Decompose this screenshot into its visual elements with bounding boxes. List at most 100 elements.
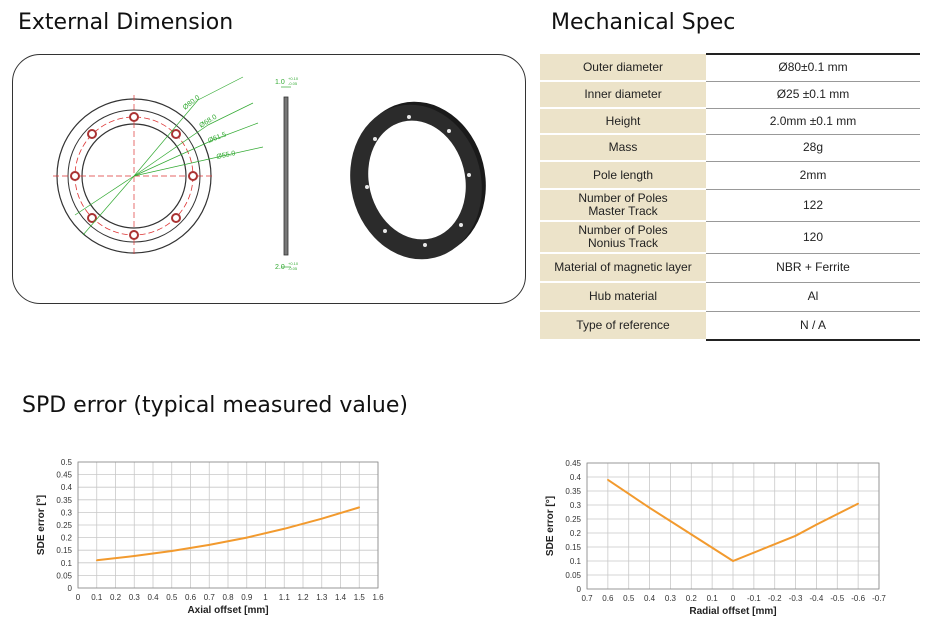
y-tick-label: 0.45: [56, 471, 72, 480]
x-tick-label: 0.3: [129, 593, 141, 602]
x-tick-label: 0.1: [707, 594, 719, 603]
spec-row: Hub material Al: [540, 282, 920, 312]
y-tick-label: 0.25: [565, 515, 581, 524]
dimension-drawing: Ø80.0 Ø68.0 Ø61.5 Ø55.0 1.0 2.0 +0.10 -0…: [53, 76, 486, 271]
x-tick-label: -0.3: [789, 594, 803, 603]
dimension-drawing-panel: Ø80.0 Ø68.0 Ø61.5 Ø55.0 1.0 2.0 +0.10 -0…: [12, 54, 526, 304]
plot-frame: [586, 462, 880, 590]
y-tick-label: 0.4: [570, 473, 582, 482]
spec-value: 28g: [706, 134, 920, 162]
tol-top-minus: -0.05: [288, 81, 298, 86]
data-point: [857, 502, 859, 505]
spec-label: Number of Poles Nonius Track: [540, 221, 706, 254]
y-tick-label: 0: [577, 585, 582, 594]
x-tick-label: 0.2: [686, 594, 698, 603]
x-tick-label: 0.7: [581, 594, 593, 603]
data-point: [283, 527, 286, 530]
spec-row: Material of magnetic layer NBR + Ferrite: [540, 253, 920, 283]
label-d61-5: Ø61.5: [207, 131, 227, 145]
y-tick-label: 0.25: [56, 521, 72, 530]
spec-row: Number of Poles Nonius Track 120: [540, 221, 920, 254]
label-thickness-bottom: 2.0: [275, 264, 285, 271]
x-tick-label: 0.4: [644, 594, 656, 603]
y-tick-label: 0.05: [565, 571, 581, 580]
y-tick-label: 0.15: [56, 546, 72, 555]
x-tick-label: 1.6: [372, 593, 384, 602]
y-tick-label: 0.5: [61, 458, 73, 467]
x-tick-label: -0.4: [810, 594, 824, 603]
x-tick-label: 0.2: [110, 593, 122, 602]
series-line: [96, 506, 360, 562]
spec-value: Ø25 ±0.1 mm: [706, 81, 920, 109]
y-tick-label: 0: [68, 584, 73, 593]
tol-bottom-minus: -0.05: [288, 266, 298, 271]
spec-row: Mass 28g: [540, 134, 920, 162]
spec-label: Inner diameter: [540, 81, 706, 109]
spec-value: 120: [706, 221, 920, 254]
x-tick-label: -0.2: [768, 594, 782, 603]
plot-frame: [77, 461, 379, 589]
tol-top-plus: +0.10: [288, 76, 299, 81]
y-tick-label: 0.1: [61, 559, 73, 568]
y-axis-label: SDE error [°]: [36, 495, 47, 555]
y-tick-label: 0.05: [56, 571, 72, 580]
ring-front-view: Ø80.0 Ø68.0 Ø61.5 Ø55.0: [53, 76, 264, 257]
x-tick-label: 1.2: [297, 593, 309, 602]
y-tick-label: 0.15: [565, 543, 581, 552]
label-d80: Ø80.0: [182, 94, 201, 111]
mechanical-spec-table: Outer diameter Ø80±0.1 mm Inner diameter Ø2…: [540, 53, 920, 341]
spec-label: Height: [540, 108, 706, 135]
spec-row: Outer diameter Ø80±0.1 mm: [540, 53, 920, 82]
ring-3d-render: [350, 101, 486, 260]
data-point: [648, 507, 651, 509]
external-dimension-heading: External Dimension: [18, 10, 234, 35]
spec-row: Inner diameter Ø25 ±0.1 mm: [540, 81, 920, 109]
y-axis-label: SDE error [°]: [545, 496, 556, 556]
x-tick-label: 0.3: [665, 594, 677, 603]
data-point: [95, 559, 98, 562]
x-tick-label: 1.1: [279, 593, 291, 602]
x-tick-label: 0.1: [91, 593, 103, 602]
spec-value: N / A: [706, 311, 920, 341]
x-tick-label: 0.9: [241, 593, 253, 602]
data-point: [170, 550, 173, 552]
spec-value: Al: [706, 282, 920, 312]
x-tick-label: -0.6: [851, 594, 865, 603]
mechanical-spec-heading: Mechanical Spec: [551, 10, 736, 35]
y-tick-label: 0.35: [56, 496, 72, 505]
data-point: [320, 517, 323, 520]
y-tick-label: 0.2: [570, 529, 582, 538]
y-tick-label: 0.3: [61, 508, 73, 517]
tol-bottom-plus: +0.10: [288, 261, 299, 266]
spec-value: Ø80±0.1 mm: [706, 53, 920, 82]
x-tick-label: 0.7: [204, 593, 216, 602]
spec-value: 2.0mm ±0.1 mm: [706, 108, 920, 135]
data-point: [245, 536, 248, 539]
data-point: [358, 506, 361, 509]
y-tick-label: 0.1: [570, 557, 582, 566]
y-tick-label: 0.4: [61, 483, 73, 492]
spec-value: 2mm: [706, 161, 920, 190]
spec-label: Pole length: [540, 161, 706, 190]
x-axis-label: Axial offset [mm]: [187, 605, 268, 616]
label-d55: Ø55.0: [216, 150, 236, 161]
spec-row: Height 2.0mm ±0.1 mm: [540, 108, 920, 135]
x-tick-label: -0.1: [747, 594, 761, 603]
spec-value: 122: [706, 189, 920, 222]
x-tick-label: -0.7: [872, 594, 886, 603]
data-point: [794, 535, 797, 537]
data-point: [732, 560, 734, 562]
radial-offset-chart: 0.7 0.6 0.5 0.4 0.3 0.2 0.1 0 -0.1 -0.2 -0.3 -0.4 -0…: [545, 459, 886, 617]
x-tick-label: 0: [731, 594, 736, 603]
spec-label: Outer diameter: [540, 54, 706, 82]
x-tick-label: 0.5: [166, 593, 178, 602]
spec-row: Pole length 2mm: [540, 161, 920, 190]
data-point: [690, 533, 693, 536]
x-tick-label: 1.3: [316, 593, 328, 602]
ring-side-view: 1.0 2.0 +0.10 -0.05 +0.10 -0.05: [275, 76, 299, 271]
x-tick-label: 1.4: [335, 593, 347, 602]
y-tick-label: 0.35: [565, 487, 581, 496]
x-tick-label: -0.5: [830, 594, 844, 603]
x-tick-label: 0.6: [602, 594, 614, 603]
spec-row: Number of Poles Master Track 122: [540, 189, 920, 222]
